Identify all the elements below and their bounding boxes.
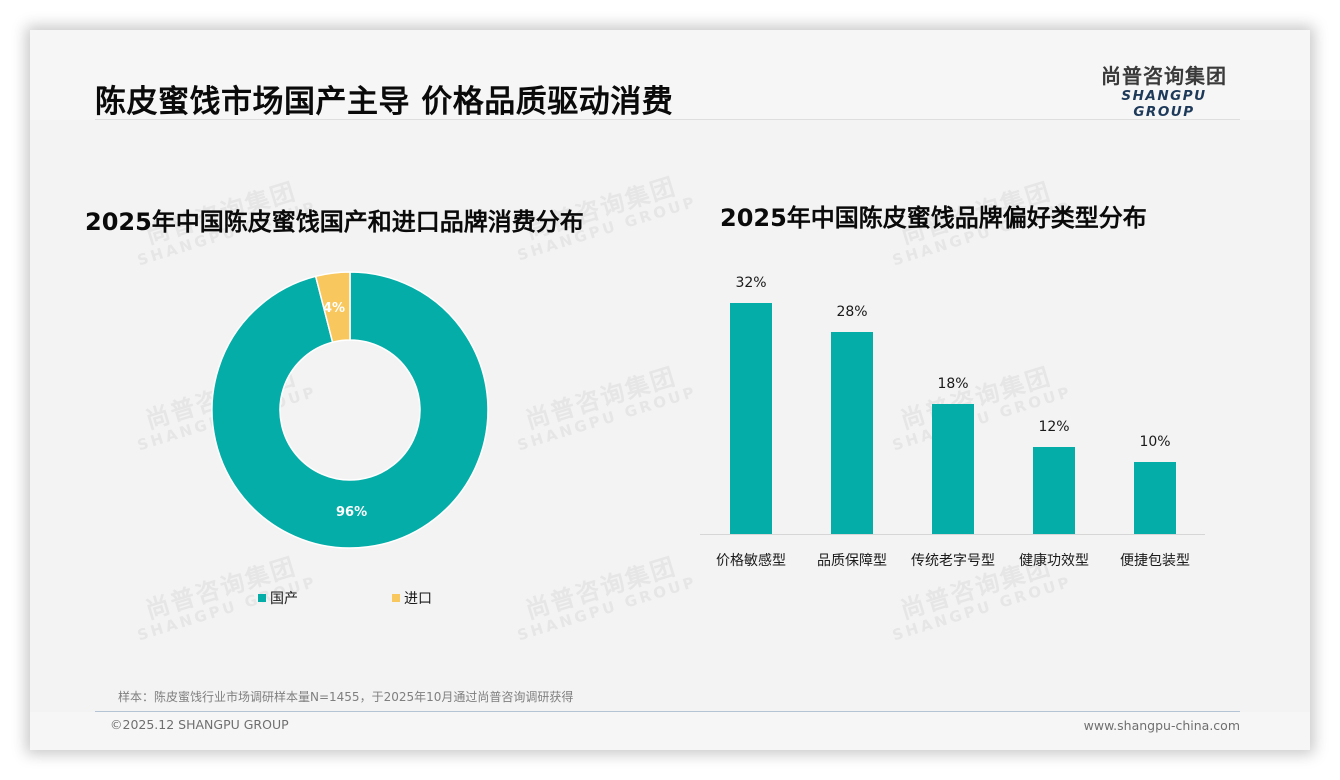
logo-cn-text: 尚普咨询集团 xyxy=(1101,64,1227,88)
donut-chart-title: 2025年中国陈皮蜜饯国产和进口品牌消费分布 xyxy=(85,208,584,236)
legend-item-import: 进口 xyxy=(392,588,432,608)
bar-chart-title: 2025年中国陈皮蜜饯品牌偏好类型分布 xyxy=(720,204,1147,232)
donut-slice-domestic xyxy=(211,271,489,549)
bar-category-label: 价格敏感型 xyxy=(716,553,786,569)
donut-label-import: 4% xyxy=(323,301,346,316)
legend-swatch-teal xyxy=(258,594,266,602)
donut-slice-import xyxy=(314,271,351,344)
bar-value-label: 18% xyxy=(937,376,969,393)
donut-svg xyxy=(211,271,489,549)
bar-quality-assurance xyxy=(831,331,873,534)
bar-value-label: 10% xyxy=(1139,433,1171,450)
bar-value-label: 28% xyxy=(836,303,868,320)
bar-price-sensitive xyxy=(730,302,772,534)
bar-value-label: 12% xyxy=(1038,419,1070,436)
legend-label: 国产 xyxy=(270,591,298,607)
legend-item-domestic: 国产 xyxy=(258,588,298,608)
copyright-text: ©2025.12 SHANGPU GROUP xyxy=(110,717,289,732)
bar-value-label: 32% xyxy=(735,274,767,291)
legend-label: 进口 xyxy=(404,591,432,607)
logo-en-text: SHANGPU GROUP xyxy=(1121,88,1207,120)
bar-chart: 32% 价格敏感型 28% 品质保障型 18% 传统老字号型 12% 健康功效型… xyxy=(30,30,1310,750)
footer-divider xyxy=(95,711,1240,712)
bar-category-label: 健康功效型 xyxy=(1019,553,1089,569)
bar-chart-baseline xyxy=(700,534,1205,535)
donut-chart: 96% 4% xyxy=(200,260,500,560)
header-band xyxy=(30,30,1310,120)
company-logo: 尚普咨询集团 SHANGPU GROUP xyxy=(1088,64,1240,120)
source-note: 样本：陈皮蜜饯行业市场调研样本量N=1455，于2025年10月通过尚普咨询调研… xyxy=(118,690,574,704)
slide: 尚普咨询集团 SHANGPU GROUP 尚普咨询集团 SHANGPU GROUP … xyxy=(30,30,1310,750)
bar-time-honored-brand xyxy=(932,404,974,534)
page-title: 陈皮蜜饯市场国产主导 价格品质驱动消费 xyxy=(95,84,674,120)
bar-convenient-packaging xyxy=(1134,461,1176,534)
footer-band xyxy=(30,712,1310,750)
bar-category-label: 便捷包装型 xyxy=(1120,553,1190,569)
donut-label-domestic: 96% xyxy=(336,505,368,520)
legend-swatch-yellow xyxy=(392,594,400,602)
bar-category-label: 传统老字号型 xyxy=(911,553,995,569)
header-divider xyxy=(95,119,1240,120)
website-link[interactable]: www.shangpu-china.com xyxy=(1083,718,1240,733)
bar-health-benefit xyxy=(1033,447,1075,534)
bar-category-label: 品质保障型 xyxy=(817,553,887,569)
